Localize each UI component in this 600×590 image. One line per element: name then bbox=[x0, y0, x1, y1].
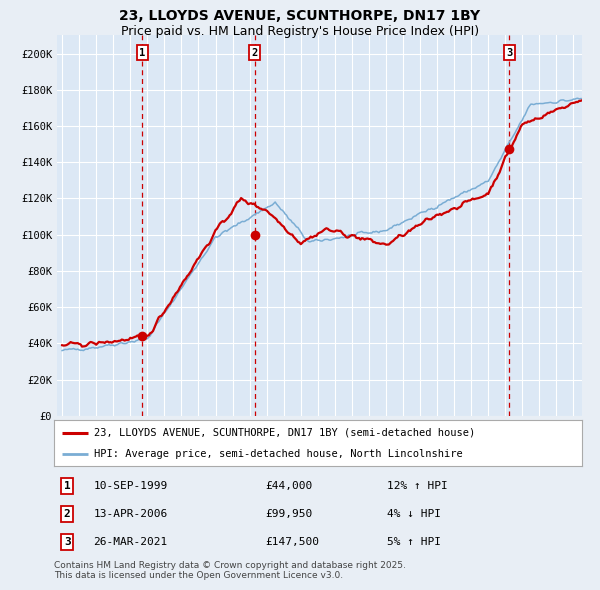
Text: £44,000: £44,000 bbox=[265, 481, 313, 491]
Text: 3: 3 bbox=[506, 48, 512, 57]
Text: Contains HM Land Registry data © Crown copyright and database right 2025.
This d: Contains HM Land Registry data © Crown c… bbox=[54, 560, 406, 580]
Text: HPI: Average price, semi-detached house, North Lincolnshire: HPI: Average price, semi-detached house,… bbox=[94, 448, 463, 458]
Text: 5% ↑ HPI: 5% ↑ HPI bbox=[386, 537, 440, 547]
Text: 1: 1 bbox=[139, 48, 145, 57]
Text: 13-APR-2006: 13-APR-2006 bbox=[94, 509, 168, 519]
Text: 2: 2 bbox=[64, 509, 71, 519]
Text: 26-MAR-2021: 26-MAR-2021 bbox=[94, 537, 168, 547]
Text: £147,500: £147,500 bbox=[265, 537, 319, 547]
Text: 23, LLOYDS AVENUE, SCUNTHORPE, DN17 1BY (semi-detached house): 23, LLOYDS AVENUE, SCUNTHORPE, DN17 1BY … bbox=[94, 428, 475, 438]
Text: 4% ↓ HPI: 4% ↓ HPI bbox=[386, 509, 440, 519]
Text: 3: 3 bbox=[64, 537, 71, 547]
Text: 12% ↑ HPI: 12% ↑ HPI bbox=[386, 481, 448, 491]
Text: 1: 1 bbox=[64, 481, 71, 491]
Text: £99,950: £99,950 bbox=[265, 509, 313, 519]
Text: 10-SEP-1999: 10-SEP-1999 bbox=[94, 481, 168, 491]
Text: 2: 2 bbox=[251, 48, 258, 57]
Text: Price paid vs. HM Land Registry's House Price Index (HPI): Price paid vs. HM Land Registry's House … bbox=[121, 25, 479, 38]
Text: 23, LLOYDS AVENUE, SCUNTHORPE, DN17 1BY: 23, LLOYDS AVENUE, SCUNTHORPE, DN17 1BY bbox=[119, 9, 481, 23]
